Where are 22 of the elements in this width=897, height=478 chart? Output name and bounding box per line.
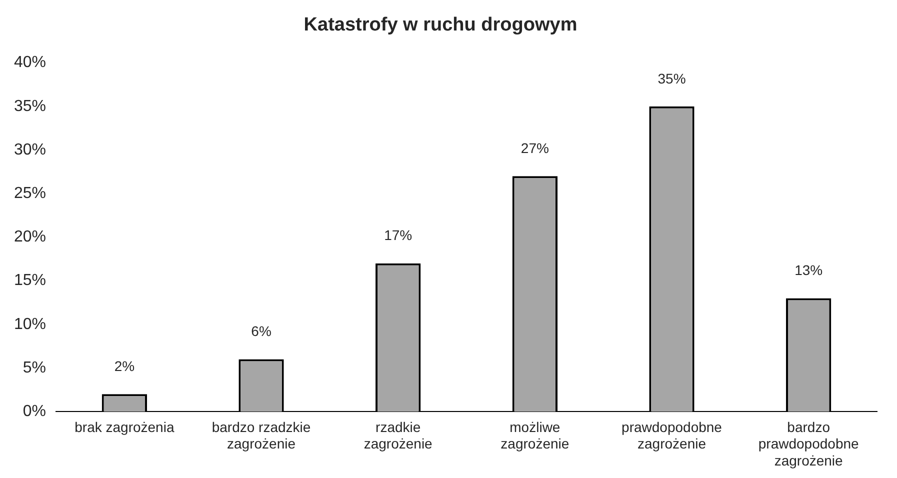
- y-tick-label: 0%: [22, 403, 46, 420]
- data-label: 35%: [658, 70, 686, 86]
- y-tick-label: 15%: [14, 272, 46, 290]
- y-tick-label: 5%: [22, 359, 46, 376]
- y-tick-label: 40%: [14, 54, 46, 72]
- y-tick-label: 35%: [14, 98, 46, 115]
- data-label: 27%: [520, 140, 549, 156]
- data-label: 13%: [794, 262, 823, 278]
- x-tick-label: bardzo prawdopodobne zagrożenie: [758, 418, 860, 468]
- data-label: 6%: [251, 323, 272, 340]
- x-tick-label: brak zagrożenia: [74, 418, 174, 435]
- x-tick-label: bardzo rzadzkie zagrożenie: [212, 418, 311, 452]
- x-tick-label: możliwe zagrożenie: [500, 418, 570, 452]
- chart-title: Katastrofy w ruchu drogowym: [304, 14, 578, 36]
- x-tick-label: rzadkie zagrożenie: [364, 418, 433, 452]
- y-tick-label: 20%: [14, 228, 46, 246]
- data-label: 17%: [384, 227, 412, 244]
- x-tick-label: prawdopodobne zagrożenie: [622, 418, 722, 452]
- data-label: 2%: [114, 358, 135, 374]
- y-tick-label: 10%: [14, 316, 46, 333]
- y-tick-label: 25%: [14, 185, 46, 202]
- y-tick-label: 30%: [14, 141, 46, 158]
